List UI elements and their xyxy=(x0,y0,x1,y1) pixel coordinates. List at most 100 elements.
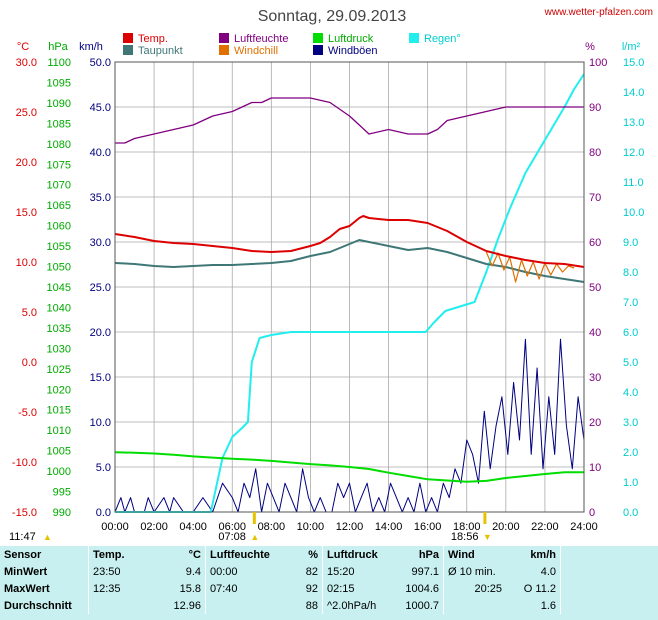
series-line-windben xyxy=(114,338,585,513)
wind-tick-label: 10.0 xyxy=(90,417,111,429)
statistics-panel: Sensor Temp. °C Luftfeuchte % Luftdruck … xyxy=(0,546,658,620)
hdr-temp: Temp. xyxy=(88,546,157,563)
wind-label: Ø 10 min. xyxy=(443,563,506,580)
start-sun-icon: ▲ xyxy=(43,532,52,542)
legend-swatch-temp xyxy=(123,33,133,43)
wind-tick-label: 15.0 xyxy=(90,372,111,384)
sunset-label: 18:56 xyxy=(451,531,479,543)
pressure-tick-label: 1065 xyxy=(47,200,71,212)
rain-tick-label: 1.0 xyxy=(623,477,638,489)
x-tick-label: 04:00 xyxy=(179,521,207,533)
wind-tick-label: 50.0 xyxy=(90,57,111,69)
celsius-tick-label: 15.0 xyxy=(16,207,37,219)
x-tick-label: 14:00 xyxy=(375,521,403,533)
rain-tick-label: 8.0 xyxy=(623,267,638,279)
sunrise-icon: ▲ xyxy=(250,532,259,542)
pressure-tick-label: 1030 xyxy=(47,343,71,355)
press-time: ^2.0hPa/h xyxy=(322,597,391,614)
legend-swatch-gust xyxy=(313,45,323,55)
statistics-table: Sensor Temp. °C Luftfeuchte % Luftdruck … xyxy=(0,546,639,614)
legend-swatch-rain xyxy=(409,33,419,43)
x-tick-label: 18:00 xyxy=(453,521,481,533)
x-tick-label: 08:00 xyxy=(258,521,286,533)
hdr-sensor: Sensor xyxy=(4,548,42,561)
rain-unit: l/m² xyxy=(622,41,641,53)
sunrise-label: 07:08 xyxy=(218,531,246,543)
legend-swatch-humidity xyxy=(219,33,229,43)
rain-tick-label: 9.0 xyxy=(623,237,638,249)
pressure-tick-label: 1100 xyxy=(47,57,71,69)
x-tick-label: 10:00 xyxy=(297,521,325,533)
series-line-temp xyxy=(114,215,585,268)
celsius-tick-label: 5.0 xyxy=(22,307,37,319)
x-tick-label: 16:00 xyxy=(414,521,442,533)
hdr-press-unit: hPa xyxy=(418,548,439,561)
row-label: MaxWert xyxy=(4,582,50,595)
humidity-tick-label: 20 xyxy=(589,417,601,429)
rain-tick-label: 0.0 xyxy=(623,507,638,519)
x-tick-label: 24:00 xyxy=(570,521,598,533)
pressure-tick-label: 1070 xyxy=(47,180,71,192)
plot-frame xyxy=(114,61,585,513)
legend-pressure: Luftdruck xyxy=(328,33,374,45)
series-line-luftfeuchte xyxy=(115,97,584,144)
legend-swatch-windchill xyxy=(219,45,229,55)
wind-tick-label: 40.0 xyxy=(90,147,111,159)
x-axis: 00:00 02:00 04:00 06:00 08:00 10:00 12:00 14:00… xyxy=(101,521,598,533)
temp-value: 9.4 xyxy=(185,565,201,578)
wind-value: 4.0 xyxy=(540,565,556,578)
hdr-wind-unit: km/h xyxy=(530,548,556,561)
x-tick-label: 20:00 xyxy=(492,521,520,533)
celsius-tick-label: 20.0 xyxy=(16,157,37,169)
sunset-tick xyxy=(483,512,487,524)
press-value: 1004.6 xyxy=(405,582,439,595)
humidity-tick-label: 100 xyxy=(589,57,607,69)
hum-time: 00:00 xyxy=(205,563,286,580)
rain-tick-label: 12.0 xyxy=(623,147,644,159)
rain-tick-label: 2.0 xyxy=(623,447,638,459)
pressure-tick-label: 995 xyxy=(53,487,71,499)
humidity-tick-label: 60 xyxy=(589,237,601,249)
pressure-tick-label: 990 xyxy=(53,507,71,519)
pressure-tick-label: 1010 xyxy=(47,425,71,437)
x-tick-label: 00:00 xyxy=(101,521,129,533)
rain-tick-label: 10.0 xyxy=(623,207,644,219)
pressure-tick-label: 1000 xyxy=(47,466,71,478)
sunrise-tick xyxy=(252,512,256,524)
rain-tick-label: 14.0 xyxy=(623,87,644,99)
wind-tick-label: 30.0 xyxy=(90,237,111,249)
humidity-tick-label: 40 xyxy=(589,327,601,339)
legend-dew: Taupunkt xyxy=(138,45,183,57)
humidity-tick-label: 70 xyxy=(589,192,601,204)
weather-chart: Sonntag, 29.09.2013 www.wetter-pfalzen.c… xyxy=(9,7,653,543)
wind-tick-label: 25.0 xyxy=(90,282,111,294)
hum-time xyxy=(205,597,286,614)
wind-tick-label: 0.0 xyxy=(96,507,111,519)
pressure-tick-label: 1050 xyxy=(47,262,71,274)
wind-value: O 11.2 xyxy=(523,582,556,595)
row-label: Durchschnitt xyxy=(4,599,72,612)
rain-tick-label: 13.0 xyxy=(623,117,644,129)
pressure-unit: hPa xyxy=(48,41,68,53)
legend-rain: Regen° xyxy=(424,33,461,45)
sunset-icon: ▼ xyxy=(483,532,492,542)
humidity-tick-label: 90 xyxy=(589,102,601,114)
celsius-tick-label: 30.0 xyxy=(16,57,37,69)
site-link[interactable]: www.wetter-pfalzen.com xyxy=(544,7,653,18)
temp-value: 12.96 xyxy=(173,599,201,612)
y-axes: -15.0 -10.0 -5.0 0.0 5.0 10.0 15.0 20.0 25.0 30.0… xyxy=(12,57,645,519)
start-time-label: 11:47 xyxy=(9,531,36,543)
series-line-regen xyxy=(115,73,585,513)
celsius-tick-label: -15.0 xyxy=(12,507,37,519)
legend-humidity: Luftfeuchte xyxy=(234,33,288,45)
wind-value: 1.6 xyxy=(540,599,556,612)
wind-label: 20:25 xyxy=(443,580,506,597)
celsius-tick-label: -10.0 xyxy=(12,457,37,469)
hum-time: 07:40 xyxy=(205,580,286,597)
series-lines xyxy=(114,73,585,513)
press-value: 997.1 xyxy=(411,565,439,578)
pressure-tick-label: 1085 xyxy=(47,118,71,130)
stats-row-min: MinWert 23:50 9.4 00:00 82 15:20 997.1 Ø… xyxy=(0,563,639,580)
series-line-windchill xyxy=(485,251,575,283)
rain-tick-label: 3.0 xyxy=(623,417,638,429)
